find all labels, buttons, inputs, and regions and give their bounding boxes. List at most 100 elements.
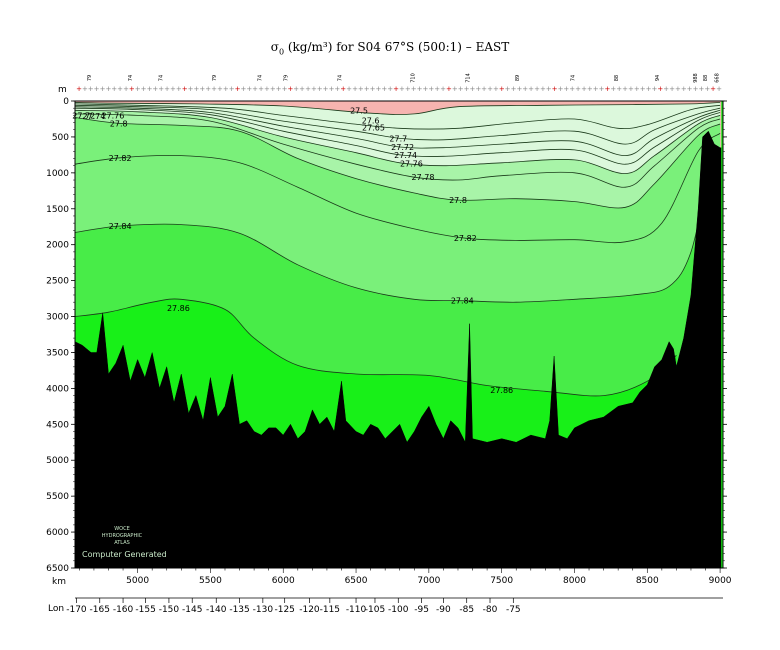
station-mark: + <box>610 85 616 93</box>
station-label-7: 710 <box>410 73 416 83</box>
depth-label-5500: 5500 <box>46 492 69 502</box>
station-mark: + <box>675 85 681 93</box>
contour-label-9: 27.82 <box>454 234 477 243</box>
contour-label-14: 27.84 <box>109 222 132 231</box>
station-mark: + <box>252 85 258 93</box>
lon-label-16: -90 <box>436 605 451 615</box>
depth-label-500: 500 <box>52 133 69 143</box>
station-mark: + <box>258 85 264 93</box>
station-mark: + <box>528 85 534 93</box>
station-mark: + <box>540 85 546 93</box>
contour-label-0: 27.5 <box>350 106 368 115</box>
station-mark: + <box>182 85 188 93</box>
station-mark: + <box>387 85 393 93</box>
bathymetry-profile <box>75 130 723 568</box>
km-label-6000: 6000 <box>272 576 295 586</box>
station-label-4: 74 <box>257 75 263 81</box>
station-label-6: 74 <box>338 75 344 81</box>
station-mark: + <box>405 85 411 93</box>
watermark-line2: HYDROGRAPHIC <box>102 533 143 539</box>
contour-27-78 <box>75 113 721 188</box>
depth-label-4000: 4000 <box>46 384 69 394</box>
station-mark: + <box>446 85 452 93</box>
station-mark: + <box>440 85 446 93</box>
contour-27-82 <box>75 132 721 244</box>
station-label-13: 988 <box>693 73 699 83</box>
station-mark: + <box>434 85 440 93</box>
station-mark: + <box>393 85 399 93</box>
contour-labels: 27.527.627.6527.727.7227.7427.7627.7827.… <box>72 106 513 395</box>
depth-axis-label: m <box>58 85 67 95</box>
station-mark: + <box>475 85 481 93</box>
station-mark: + <box>211 85 217 93</box>
station-mark: + <box>411 85 417 93</box>
station-mark: + <box>205 85 211 93</box>
station-mark: + <box>422 85 428 93</box>
km-label-8000: 8000 <box>563 576 586 586</box>
station-mark: + <box>687 85 693 93</box>
contour-label-13: 27.82 <box>109 154 132 163</box>
station-mark: + <box>246 85 252 93</box>
station-mark: + <box>129 85 135 93</box>
contour-27-84 <box>75 172 709 303</box>
depth-label-3000: 3000 <box>46 313 69 323</box>
station-label-12: 94 <box>655 75 661 81</box>
station-mark: + <box>698 85 704 93</box>
station-mark: + <box>323 85 329 93</box>
lon-label-12: -110 <box>346 605 367 615</box>
station-mark: + <box>399 85 405 93</box>
contour-label-16: 27.76 <box>101 111 124 120</box>
station-mark: + <box>311 85 317 93</box>
contour-27-6 <box>75 102 721 115</box>
station-mark: + <box>634 85 640 93</box>
station-mark: + <box>117 85 123 93</box>
station-mark: + <box>334 85 340 93</box>
contour-label-5: 27.74 <box>394 151 417 160</box>
station-mark: + <box>534 85 540 93</box>
station-mark: + <box>82 85 88 93</box>
station-mark: + <box>604 85 610 93</box>
lon-label-19: -75 <box>506 605 521 615</box>
station-mark: + <box>340 85 346 93</box>
km-label-5500: 5500 <box>199 576 222 586</box>
station-mark: + <box>493 85 499 93</box>
station-mark: + <box>88 85 94 93</box>
station-label-15: 668 <box>715 73 721 83</box>
contour-label-4: 27.72 <box>391 143 414 152</box>
station-mark: + <box>176 85 182 93</box>
depth-label-3500: 3500 <box>46 348 69 358</box>
lon-label-3: -155 <box>135 605 155 615</box>
lon-label-11: -115 <box>320 605 340 615</box>
station-mark: + <box>141 85 147 93</box>
station-mark: + <box>223 85 229 93</box>
lon-label-0: -170 <box>66 605 87 615</box>
station-mark: + <box>499 85 505 93</box>
station-mark: + <box>123 85 129 93</box>
station-mark: + <box>199 85 205 93</box>
station-mark: + <box>111 85 117 93</box>
station-mark: + <box>147 85 153 93</box>
depth-label-1500: 1500 <box>46 205 69 215</box>
station-mark: + <box>693 85 699 93</box>
station-mark: + <box>622 85 628 93</box>
contour-27-86 <box>75 298 677 397</box>
station-label-11: 88 <box>614 75 620 81</box>
station-mark: + <box>217 85 223 93</box>
station-mark: + <box>135 85 141 93</box>
depth-label-0: 0 <box>63 97 69 107</box>
station-label-2: 74 <box>158 75 164 81</box>
station-mark: + <box>704 85 710 93</box>
station-mark: + <box>511 85 517 93</box>
contour-label-1: 27.6 <box>362 116 380 125</box>
contour-label-11: 27.86 <box>490 386 513 395</box>
station-mark: + <box>558 85 564 93</box>
station-mark: + <box>481 85 487 93</box>
station-label-8: 714 <box>466 73 472 83</box>
station-label-1: 74 <box>128 75 134 81</box>
contour-label-12: 27.8 <box>110 119 128 128</box>
station-mark: + <box>552 85 558 93</box>
lon-label-7: -135 <box>229 605 249 615</box>
depth-label-2000: 2000 <box>46 241 69 251</box>
lon-label-2: -160 <box>113 605 134 615</box>
depth-label-1000: 1000 <box>46 169 69 179</box>
